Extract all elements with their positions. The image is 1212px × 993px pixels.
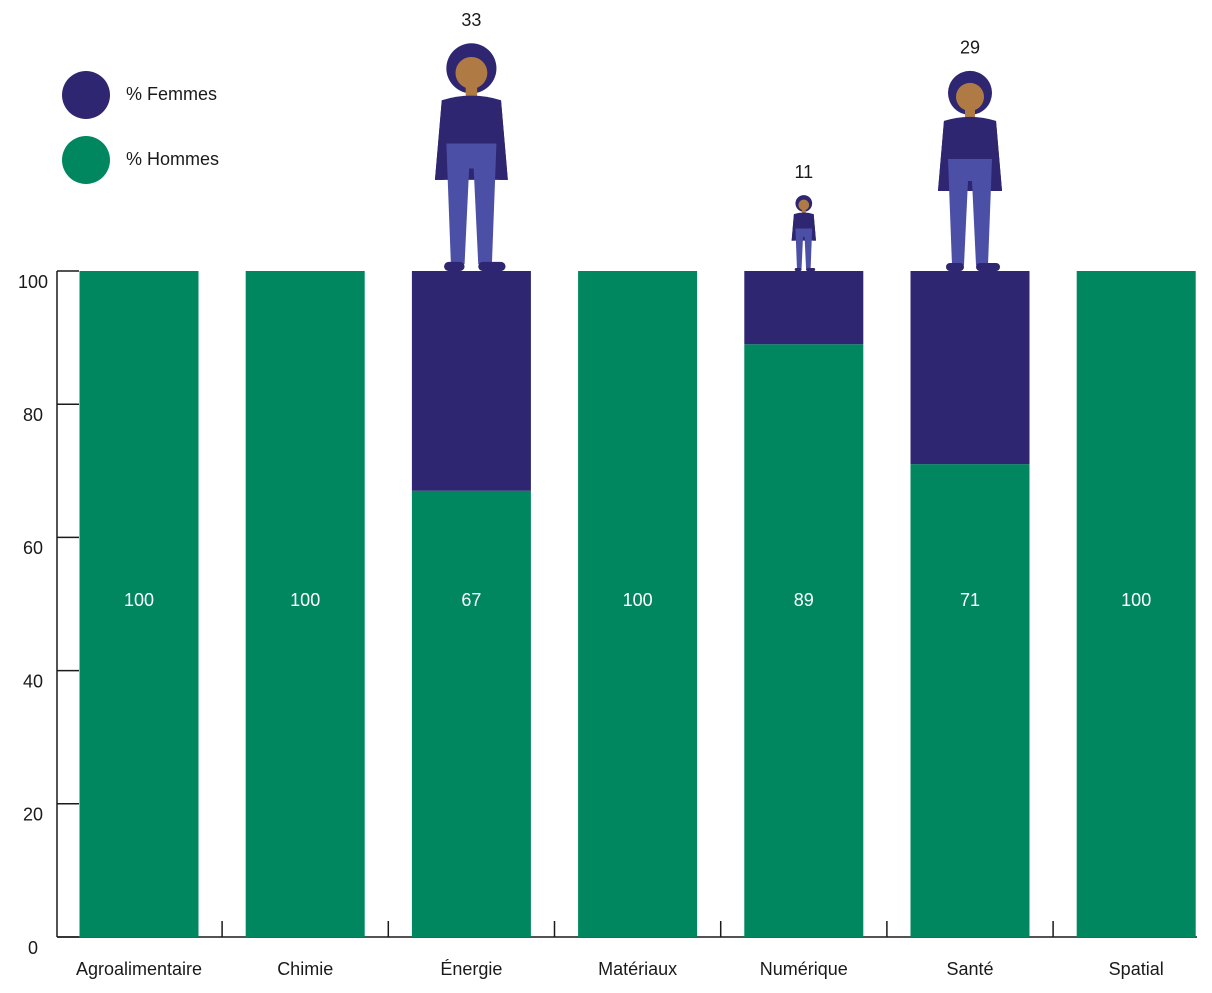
x-tick-label: Agroalimentaire [76, 959, 202, 979]
bar-segment [744, 271, 864, 345]
legend-label: % Hommes [126, 149, 219, 169]
legend-swatch [62, 71, 110, 119]
shoe-left [945, 262, 964, 271]
legs [446, 143, 497, 265]
value-label: 100 [124, 590, 154, 610]
x-tick-label: Énergie [440, 959, 502, 979]
x-tick-label: Numérique [760, 959, 848, 979]
value-label: 100 [1121, 590, 1151, 610]
value-label: 100 [623, 590, 653, 610]
bar-segment [744, 344, 864, 937]
shoe-left [444, 261, 465, 271]
x-tick-label: Santé [946, 959, 993, 979]
bar-segment [245, 271, 365, 937]
arm-left [937, 120, 952, 191]
x-tick-label: Spatial [1109, 959, 1164, 979]
shoe-right [976, 262, 1001, 271]
neck [964, 106, 976, 119]
value-label: 100 [290, 590, 320, 610]
bar-segment [411, 490, 531, 937]
face [798, 199, 810, 211]
y-tick-label: 40 [23, 671, 43, 691]
legend-swatch [62, 136, 110, 184]
person-figure [937, 70, 1003, 271]
legend-label: % Femmes [126, 84, 217, 104]
legs [947, 158, 993, 265]
value-label: 67 [461, 590, 481, 610]
y-tick-label: 80 [23, 405, 43, 425]
bar-segment [79, 271, 199, 937]
arm-right [810, 214, 816, 241]
legs [795, 228, 813, 269]
person-figure [791, 195, 816, 271]
value-label: 11 [794, 162, 813, 182]
y-tick-label: 60 [23, 538, 43, 558]
y-tick-label: 0 [28, 938, 38, 958]
neck [801, 208, 806, 214]
bar-segment [578, 271, 698, 937]
x-tick-label: Matériaux [598, 959, 677, 979]
arm-left [434, 100, 451, 180]
neck [465, 84, 478, 98]
value-label: 29 [960, 38, 980, 58]
person-figure [434, 43, 508, 271]
face [955, 82, 985, 111]
shoe-right [478, 261, 506, 271]
value-label: 89 [794, 590, 814, 610]
bar-segment [910, 464, 1030, 937]
bar-segment [1076, 271, 1196, 937]
value-label: 33 [461, 10, 481, 30]
y-tick-label: 100 [18, 272, 48, 292]
bar-segment [411, 271, 531, 491]
face [455, 56, 488, 89]
x-tick-label: Chimie [277, 959, 333, 979]
shoe-left [794, 267, 802, 271]
y-tick-label: 20 [23, 805, 43, 825]
arm-right [491, 100, 508, 180]
shoe-right [806, 267, 816, 271]
arm-left [791, 214, 797, 241]
value-label: 71 [960, 590, 980, 610]
arm-right [988, 120, 1003, 191]
bar-segment [910, 271, 1030, 465]
